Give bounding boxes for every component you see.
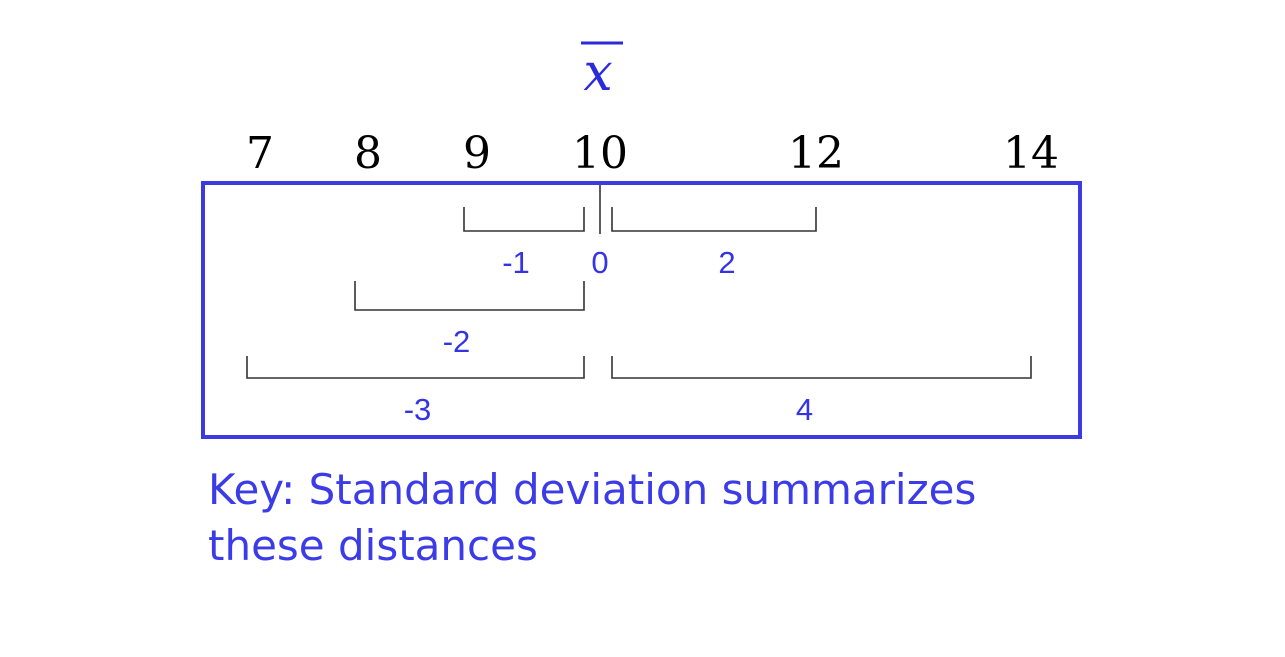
bracket--2 bbox=[354, 281, 585, 311]
key-line-1: Key: Standard deviation summarizes bbox=[208, 465, 976, 514]
deviation-label-2: 2 bbox=[718, 245, 735, 280]
deviation-frame bbox=[201, 181, 1082, 439]
bracket-4 bbox=[611, 356, 1032, 379]
deviation-label-0: 0 bbox=[591, 245, 608, 280]
tick-label-14: 14 bbox=[1003, 128, 1059, 179]
tick-label-7: 7 bbox=[246, 128, 274, 179]
deviation-label--3: -3 bbox=[404, 392, 432, 427]
deviation-label-4: 4 bbox=[796, 392, 813, 427]
tick-label-12: 12 bbox=[788, 128, 844, 179]
tick-label-8: 8 bbox=[354, 128, 382, 179]
tick-label-9: 9 bbox=[463, 128, 491, 179]
bracket-2 bbox=[611, 207, 817, 232]
number-line-labels: 7 8 9 10 12 14 bbox=[246, 128, 1059, 179]
bracket--3 bbox=[246, 356, 585, 379]
deviation-labels: -1 0 2 -2 -3 4 bbox=[404, 245, 813, 427]
key-line-2: these distances bbox=[208, 521, 538, 570]
mean-symbol: x bbox=[583, 43, 612, 103]
deviation-label--1: -1 bbox=[502, 245, 530, 280]
tick-label-10: 10 bbox=[572, 128, 628, 179]
bracket--1 bbox=[463, 207, 585, 232]
deviation-label--2: -2 bbox=[443, 324, 471, 359]
deviation-brackets bbox=[246, 207, 1032, 379]
